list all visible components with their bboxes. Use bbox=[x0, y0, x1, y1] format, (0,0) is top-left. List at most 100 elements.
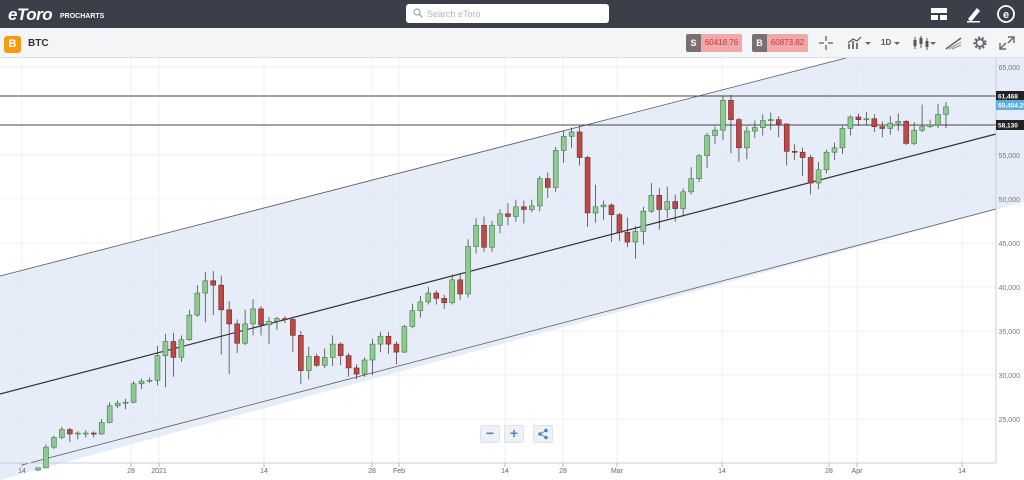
candle-up[interactable] bbox=[465, 246, 471, 295]
candle-up[interactable] bbox=[186, 314, 193, 341]
layout-icon[interactable] bbox=[929, 4, 949, 24]
candle-down[interactable] bbox=[234, 323, 240, 344]
search-box[interactable] bbox=[406, 4, 609, 23]
candle-down[interactable] bbox=[799, 151, 806, 158]
candle-up[interactable] bbox=[122, 401, 129, 404]
candle-up[interactable] bbox=[704, 135, 710, 157]
candle-up[interactable] bbox=[919, 126, 925, 131]
candle-up[interactable] bbox=[274, 318, 280, 322]
candle-up[interactable] bbox=[266, 320, 272, 326]
candle-up[interactable] bbox=[162, 341, 169, 356]
candlestick-icon[interactable] bbox=[911, 35, 937, 51]
candle-up[interactable] bbox=[497, 213, 503, 226]
candle-up[interactable] bbox=[720, 99, 726, 131]
candle-down[interactable] bbox=[90, 432, 97, 435]
candle-down[interactable] bbox=[879, 126, 886, 129]
candle-up[interactable] bbox=[863, 118, 870, 121]
candle-down[interactable] bbox=[290, 319, 296, 336]
candle-up[interactable] bbox=[473, 224, 479, 247]
expand-icon[interactable] bbox=[998, 35, 1016, 51]
candle-up[interactable] bbox=[449, 279, 455, 304]
candle-up[interactable] bbox=[51, 437, 57, 448]
candle-down[interactable] bbox=[210, 280, 216, 286]
candle-up[interactable] bbox=[114, 402, 121, 407]
candle-down[interactable] bbox=[855, 116, 862, 120]
candle-down[interactable] bbox=[584, 157, 591, 214]
candle-down[interactable] bbox=[544, 178, 551, 188]
drawing-tool-icon[interactable] bbox=[944, 35, 964, 51]
candle-down[interactable] bbox=[608, 204, 615, 216]
candle-down[interactable] bbox=[337, 343, 344, 356]
candle-down[interactable] bbox=[218, 284, 224, 311]
candle-down[interactable] bbox=[353, 367, 360, 375]
candle-up[interactable] bbox=[138, 380, 145, 385]
candle-down[interactable] bbox=[226, 309, 232, 325]
etoro-e-icon[interactable]: e bbox=[996, 4, 1016, 24]
candle-up[interactable] bbox=[680, 191, 686, 209]
candle-up[interactable] bbox=[648, 195, 655, 212]
candle-up[interactable] bbox=[640, 210, 647, 232]
candle-up[interactable] bbox=[306, 356, 312, 371]
candle-up[interactable] bbox=[943, 106, 949, 115]
candle-up[interactable] bbox=[417, 301, 424, 311]
candle-up[interactable] bbox=[927, 124, 933, 127]
candle-up[interactable] bbox=[760, 120, 766, 128]
candle-up[interactable] bbox=[106, 405, 113, 423]
candle-up[interactable] bbox=[911, 129, 917, 144]
candle-down[interactable] bbox=[433, 292, 440, 299]
candle-up[interactable] bbox=[513, 206, 519, 217]
candle-up[interactable] bbox=[887, 122, 894, 129]
zoom-in-button[interactable]: + bbox=[504, 425, 524, 443]
candle-down[interactable] bbox=[775, 119, 782, 125]
candle-up[interactable] bbox=[35, 467, 41, 471]
candle-down[interactable] bbox=[616, 214, 623, 233]
candle-up[interactable] bbox=[592, 206, 599, 214]
price-chart[interactable]: 25,000 30,000 35,000 40,000 45,000 50,000 55,0… bbox=[0, 58, 1024, 480]
buy-button[interactable]: B 60873.82 bbox=[752, 34, 808, 52]
pen-icon[interactable] bbox=[964, 4, 984, 24]
candle-down[interactable] bbox=[505, 213, 511, 217]
candle-down[interactable] bbox=[521, 206, 527, 210]
candle-up[interactable] bbox=[425, 292, 432, 303]
candle-up[interactable] bbox=[600, 204, 607, 208]
candle-up[interactable] bbox=[178, 339, 185, 358]
candle-up[interactable] bbox=[401, 326, 408, 353]
candle-up[interactable] bbox=[696, 155, 702, 179]
candle-down[interactable] bbox=[170, 341, 177, 358]
sell-button[interactable]: S 60418.76 bbox=[686, 34, 742, 52]
candle-down[interactable] bbox=[807, 157, 814, 184]
candle-up[interactable] bbox=[895, 121, 901, 124]
candle-down[interactable] bbox=[457, 279, 463, 295]
candle-up[interactable] bbox=[744, 130, 750, 149]
candle-up[interactable] bbox=[489, 224, 495, 248]
candle-down[interactable] bbox=[67, 429, 73, 435]
candle-up[interactable] bbox=[712, 129, 718, 136]
etoro-logo[interactable]: eToro bbox=[8, 5, 53, 24]
candle-up[interactable] bbox=[361, 359, 368, 375]
candle-up[interactable] bbox=[377, 335, 384, 345]
candle-down[interactable] bbox=[345, 355, 352, 369]
candle-down[interactable] bbox=[903, 121, 909, 144]
candle-up[interactable] bbox=[935, 114, 941, 126]
candle-up[interactable] bbox=[768, 119, 774, 121]
candle-up[interactable] bbox=[568, 131, 575, 137]
candle-up[interactable] bbox=[369, 343, 376, 361]
candle-up[interactable] bbox=[75, 432, 81, 435]
candle-up[interactable] bbox=[250, 308, 256, 325]
search-input[interactable] bbox=[427, 7, 602, 20]
candle-down[interactable] bbox=[791, 151, 798, 153]
candle-up[interactable] bbox=[409, 310, 416, 327]
candle-up[interactable] bbox=[83, 432, 89, 435]
candle-up[interactable] bbox=[537, 178, 543, 207]
candle-down[interactable] bbox=[258, 308, 264, 326]
candle-up[interactable] bbox=[688, 178, 694, 193]
candle-up[interactable] bbox=[815, 169, 822, 184]
candle-up[interactable] bbox=[831, 147, 838, 153]
candle-down[interactable] bbox=[576, 131, 583, 158]
candle-down[interactable] bbox=[783, 123, 790, 152]
candle-up[interactable] bbox=[839, 128, 846, 149]
timeframe-selector[interactable]: 1D bbox=[881, 38, 892, 47]
candle-up[interactable] bbox=[847, 116, 854, 129]
candle-up[interactable] bbox=[242, 323, 248, 344]
crosshair-icon[interactable] bbox=[816, 35, 836, 51]
